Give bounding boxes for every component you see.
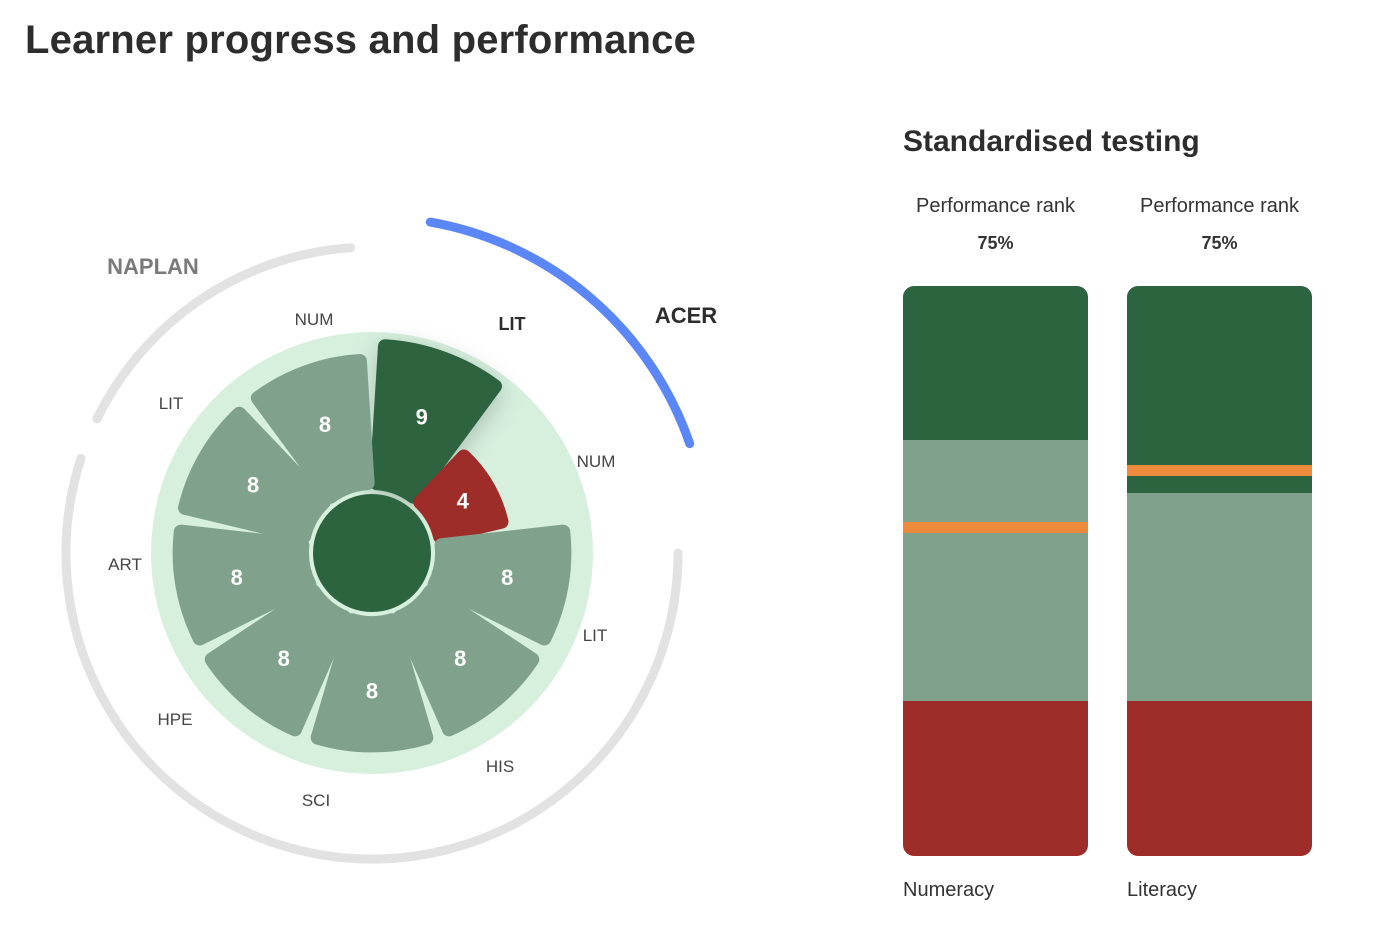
segment-value-art-naplan: 8	[231, 565, 243, 590]
segment-label-sci-other: SCI	[302, 791, 330, 810]
numeracy-rank-value: 75%	[977, 233, 1014, 253]
wheel-hub	[313, 494, 431, 612]
segment-lit-other[interactable]	[427, 524, 572, 646]
segment-label-his-other: HIS	[486, 757, 514, 776]
literacy-band-top	[1127, 286, 1312, 493]
segment-value-sci-other: 8	[366, 678, 378, 703]
segment-value-hpe-other: 8	[278, 646, 290, 671]
numeracy-band-bottom	[903, 701, 1088, 856]
literacy-label: Literacy	[1127, 879, 1198, 901]
numeracy-label: Numeracy	[903, 879, 995, 901]
segment-label-num-naplan: NUM	[295, 310, 334, 329]
acer-arc	[425, 217, 695, 449]
segment-sci-other[interactable]	[310, 613, 434, 753]
segment-label-hpe-other: HPE	[158, 710, 193, 729]
segment-art-naplan[interactable]	[172, 524, 317, 646]
segment-num-acer[interactable]	[413, 449, 509, 544]
standardised-testing-title: Standardised testing	[903, 125, 1200, 158]
numeracy-rank-marker	[903, 522, 1088, 533]
segment-lit-naplan[interactable]	[178, 406, 331, 544]
segment-label-lit-other: LIT	[583, 626, 608, 645]
segment-label-lit-naplan: LIT	[159, 394, 184, 413]
literacy-rank-marker	[1127, 465, 1312, 476]
segment-lit-acer[interactable]	[369, 339, 502, 504]
literacy-band-bottom	[1127, 701, 1312, 856]
segment-value-num-naplan: 8	[319, 412, 331, 437]
group-label-acer: ACER	[655, 303, 717, 328]
radial-performance-chart: NAPLAN ACER 9 LIT 4 NUM 8 LIT 8 HIS 8 SCI 8 HPE 8 ART…	[61, 217, 717, 864]
segment-his-other[interactable]	[393, 584, 540, 737]
segment-value-his-other: 8	[454, 646, 466, 671]
naplan-arc	[92, 243, 356, 424]
literacy-rank-value: 75%	[1201, 233, 1238, 253]
numeracy-bar	[903, 286, 1088, 856]
numeracy-band-middle	[903, 440, 1088, 701]
segment-value-lit-acer: 9	[416, 404, 428, 429]
segment-value-num-acer: 4	[457, 489, 470, 514]
segment-value-lit-naplan: 8	[247, 472, 259, 497]
numeracy-rank-label: Performance rank	[916, 195, 1075, 217]
group-label-naplan: NAPLAN	[107, 254, 199, 279]
page-title: Learner progress and performance	[25, 18, 697, 62]
literacy-band-middle	[1127, 493, 1312, 701]
segment-hpe-other[interactable]	[204, 584, 351, 737]
segment-value-lit-other: 8	[501, 565, 513, 590]
outer-arc-lower	[61, 453, 683, 864]
segment-num-naplan[interactable]	[250, 354, 375, 504]
literacy-rank-label: Performance rank	[1140, 195, 1299, 217]
numeracy-band-top	[903, 286, 1088, 440]
segment-label-art-naplan: ART	[108, 555, 142, 574]
segment-label-lit-acer: LIT	[499, 314, 526, 334]
literacy-bar	[1127, 286, 1312, 856]
segment-label-num-acer: NUM	[577, 452, 616, 471]
